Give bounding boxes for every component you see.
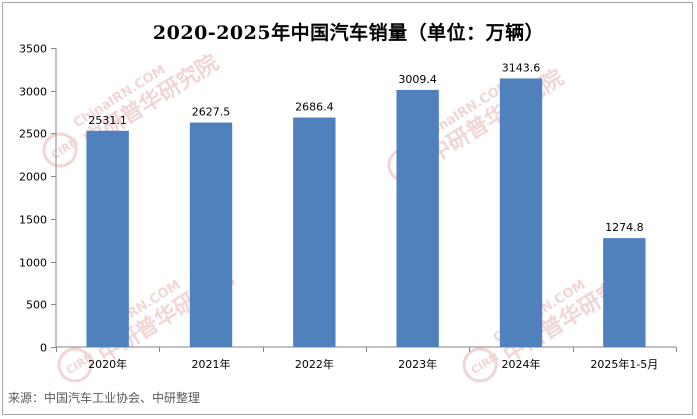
data-label: 2627.5 bbox=[192, 106, 231, 119]
chart-title: 2020-2025年中国汽车销量（单位：万辆） bbox=[152, 22, 545, 44]
watermark-badge-text: CIRN bbox=[49, 135, 81, 162]
y-tick-label: 2500 bbox=[19, 128, 47, 141]
y-tick-label: 0 bbox=[40, 342, 47, 355]
bar bbox=[86, 130, 129, 347]
data-label: 3009.4 bbox=[398, 73, 437, 86]
y-tick-label: 1000 bbox=[19, 257, 47, 270]
y-tick-label: 1500 bbox=[19, 214, 47, 227]
x-tick-label: 2024年 bbox=[502, 357, 541, 371]
x-tick-label: 2021年 bbox=[192, 357, 231, 371]
bar bbox=[499, 78, 543, 347]
bar bbox=[293, 117, 336, 347]
y-tick-label: 2000 bbox=[19, 171, 47, 184]
labels-layer: 2531.1 2020年 2627.5 2021年 2686.4 2022年 3009.4 2… bbox=[88, 61, 658, 371]
data-label: 2531.1 bbox=[88, 114, 127, 127]
data-label: 1274.8 bbox=[605, 221, 644, 234]
bars-layer bbox=[86, 78, 646, 347]
y-tick-label: 500 bbox=[26, 299, 47, 312]
x-tick-label: 2022年 bbox=[295, 357, 334, 371]
y-tick-label: 3500 bbox=[19, 43, 47, 56]
x-tick-label: 2023年 bbox=[398, 357, 437, 371]
axes: 0 500 1000 1500 2000 2500 3000 3500 bbox=[19, 43, 677, 355]
bar bbox=[189, 122, 233, 347]
x-tick-label: 2025年1-5月 bbox=[590, 357, 658, 371]
bar bbox=[396, 89, 439, 347]
y-tick-label: 3000 bbox=[19, 86, 47, 99]
watermark-badge-text: CIRN bbox=[469, 350, 501, 377]
source-note: 来源：中国汽车工业协会、中研整理 bbox=[8, 391, 201, 405]
data-label: 2686.4 bbox=[295, 101, 334, 114]
watermark-badge-icon bbox=[42, 132, 78, 168]
data-label: 3143.6 bbox=[502, 61, 541, 74]
watermark-badge-icon bbox=[462, 347, 498, 383]
x-tick-label: 2020年 bbox=[88, 357, 127, 371]
bar bbox=[603, 238, 646, 347]
watermark-badge-icon bbox=[57, 347, 93, 383]
